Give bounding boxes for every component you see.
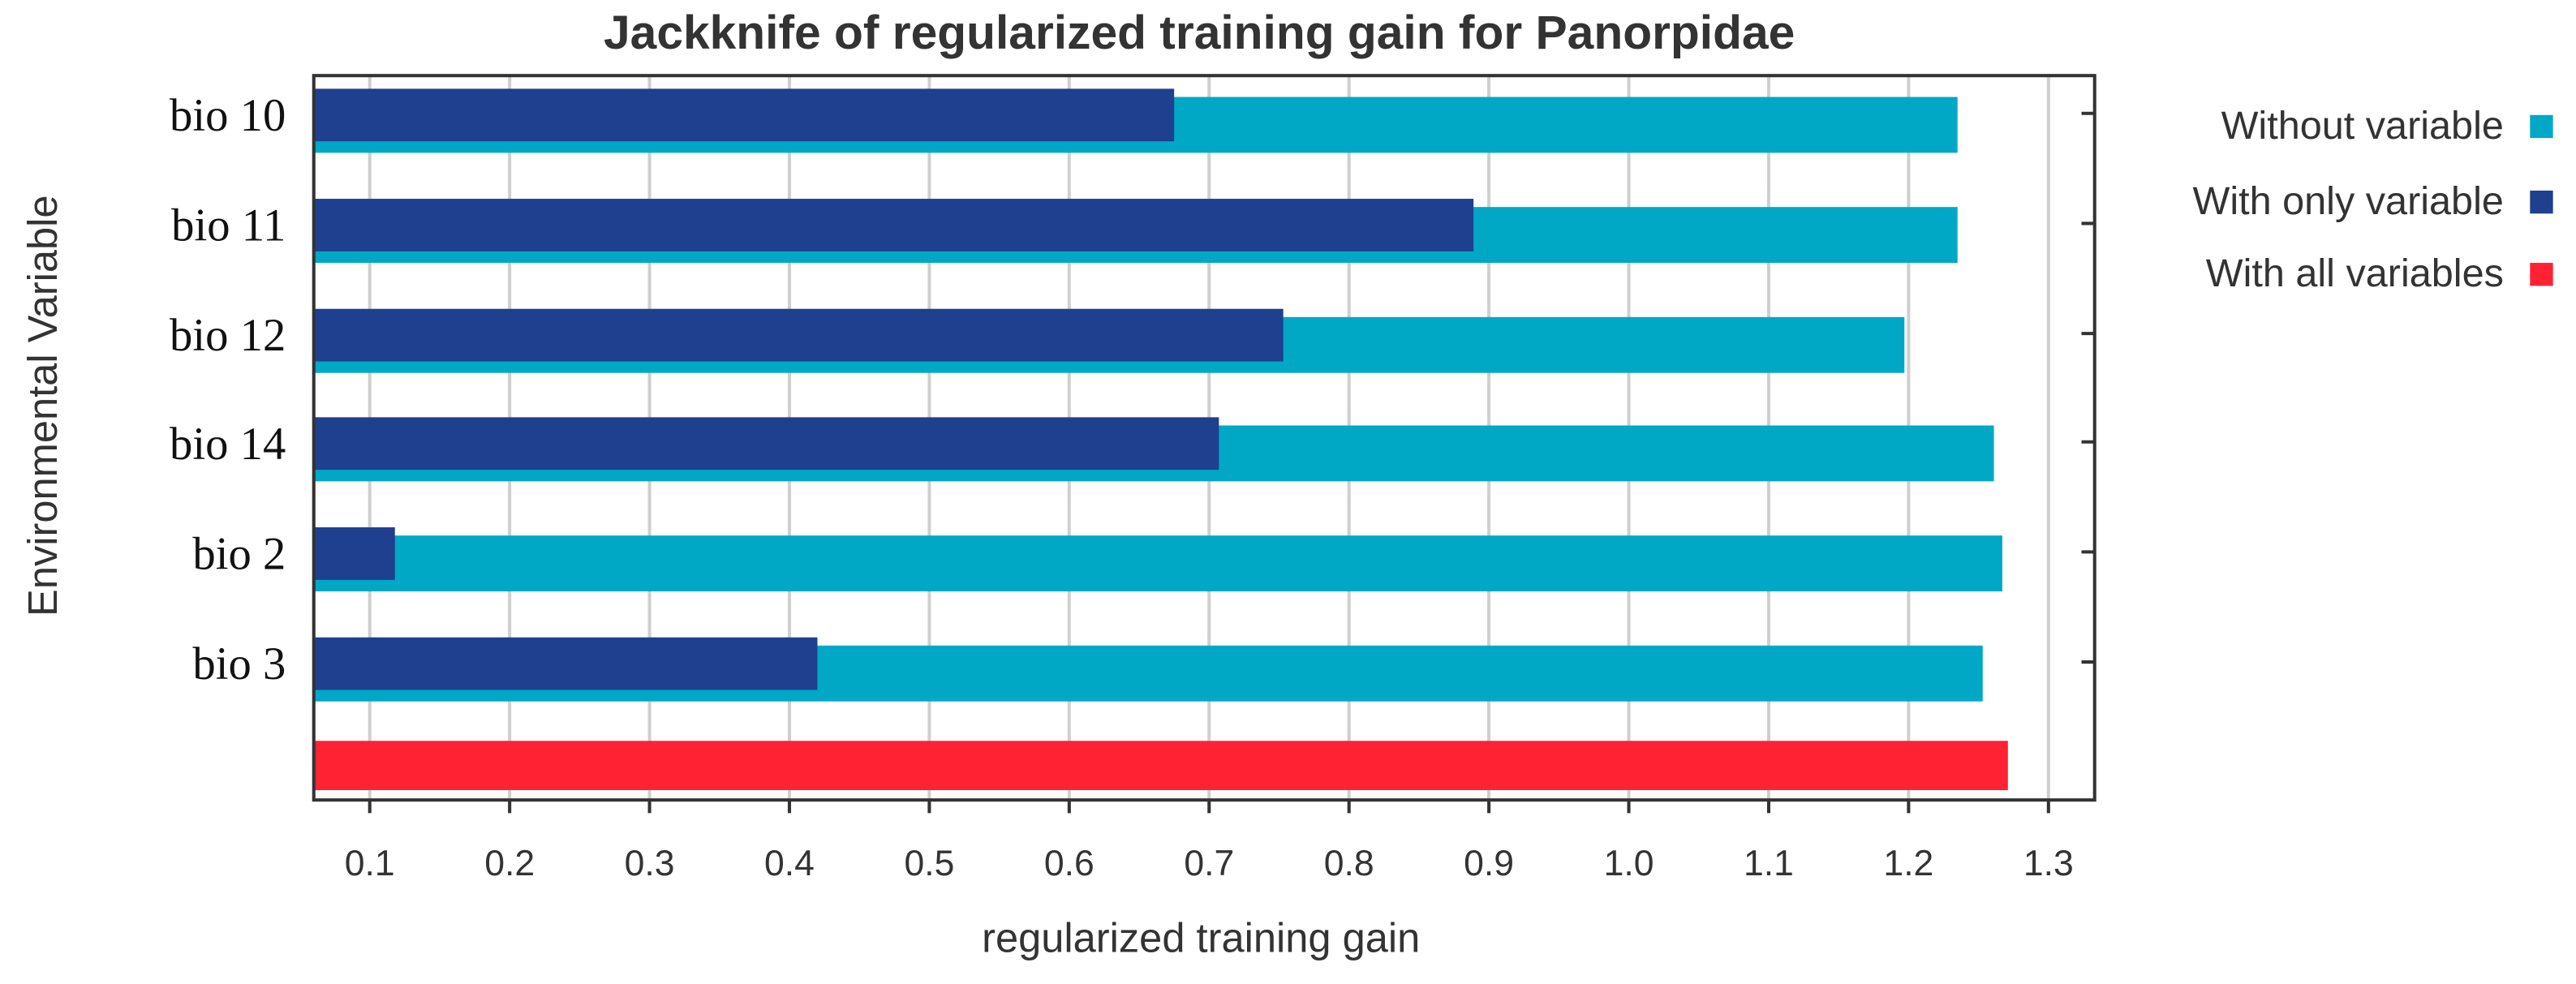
bar xyxy=(313,199,1474,251)
bar xyxy=(313,308,1284,362)
legend-label: With all variables xyxy=(2206,251,2504,295)
bar xyxy=(313,88,1175,142)
x-tick-label: 0.9 xyxy=(1464,844,1514,883)
y-axis-label: Environmental Variable xyxy=(19,195,66,617)
y-tick-label: bio 2 xyxy=(192,529,286,580)
x-tick-label: 1.0 xyxy=(1604,844,1654,883)
legend-swatch xyxy=(2530,263,2553,286)
y-tick-label: bio 14 xyxy=(170,419,286,470)
x-axis-label: regularized training gain xyxy=(982,915,1420,961)
legend-swatch xyxy=(2530,190,2553,214)
x-tick-label: 0.5 xyxy=(904,844,954,883)
x-tick-label: 0.7 xyxy=(1184,844,1234,883)
y-tick-label: bio 3 xyxy=(192,638,286,690)
legend-label: With only variable xyxy=(2193,179,2504,223)
x-tick-label: 0.3 xyxy=(625,844,675,883)
x-tick-label: 1.2 xyxy=(1883,844,1933,883)
bar xyxy=(313,527,395,580)
x-tick-label: 0.4 xyxy=(764,844,815,883)
y-tick-label: bio 11 xyxy=(171,200,286,251)
x-tick-label: 1.3 xyxy=(2023,844,2074,883)
plot-frame xyxy=(312,74,2096,802)
x-tick-label: 0.8 xyxy=(1324,844,1374,883)
bar xyxy=(313,637,818,690)
x-tick-label: 1.1 xyxy=(1744,844,1794,883)
legend-swatch xyxy=(2530,114,2553,139)
y-tick-label: bio 12 xyxy=(170,310,286,361)
x-tick-label: 0.6 xyxy=(1044,844,1094,883)
chart-title: Jackknife of regularized training gain f… xyxy=(604,6,1795,59)
x-tick-label: 0.1 xyxy=(345,844,395,883)
y-tick-label: bio 10 xyxy=(170,90,286,141)
bars xyxy=(313,88,2008,791)
bar xyxy=(313,417,1219,471)
bar xyxy=(313,535,2002,592)
legend-label: Without variable xyxy=(2221,104,2504,148)
x-tick-label: 0.2 xyxy=(484,844,535,883)
bar xyxy=(313,741,2008,791)
axes: 0.1 0.2 0.3 0.4 0.5 0.6 0.7 0.8 0.9 1.0 1.1 1.2 1.3 b… xyxy=(170,90,2095,883)
